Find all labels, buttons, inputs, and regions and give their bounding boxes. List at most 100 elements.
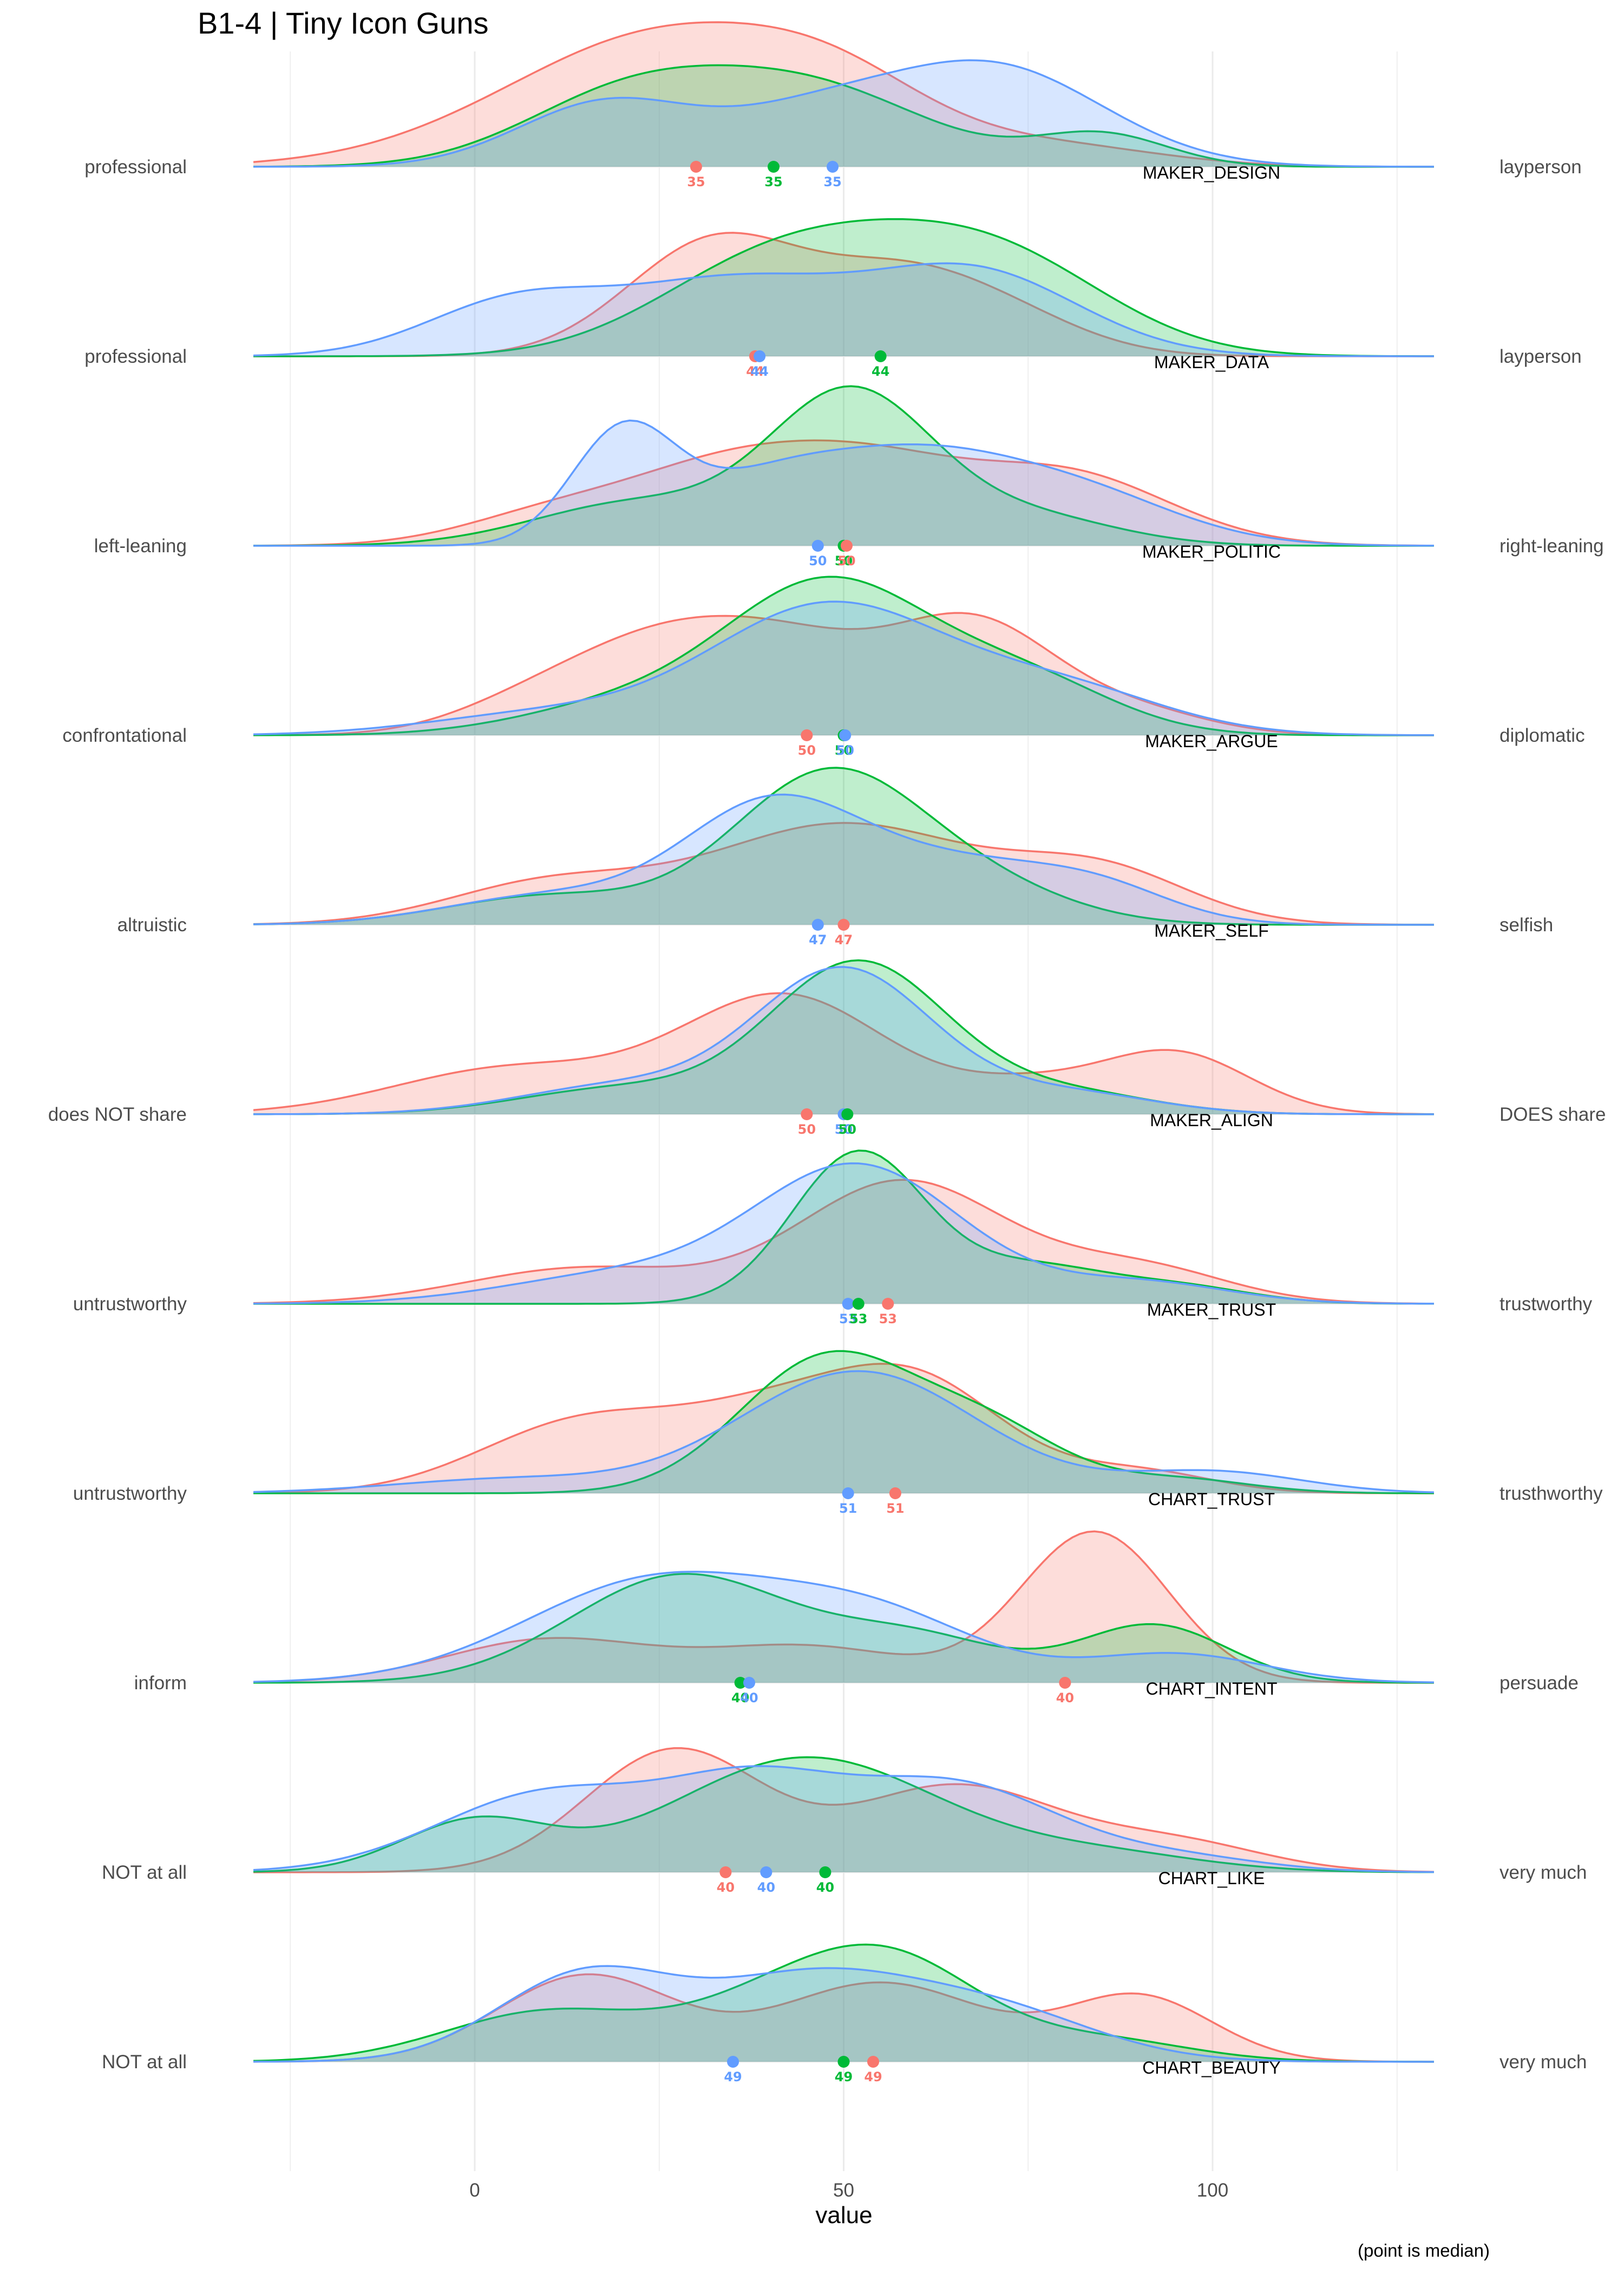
median-label: 44 (746, 364, 764, 379)
density-area (253, 65, 1434, 167)
ridge-row: 47 47 altruistic selfish MAKER_SELF (117, 767, 1553, 948)
x-tick-label: 100 (1197, 2180, 1228, 2201)
density-curve (253, 576, 1434, 736)
median-label: 49 (835, 2069, 853, 2084)
median-point (852, 1298, 865, 1310)
density-area (253, 613, 1434, 735)
median-point (839, 729, 852, 741)
density-curve (253, 966, 1434, 1115)
median-label: 44 (750, 364, 768, 379)
density-area (253, 263, 1434, 356)
density-curve (253, 1370, 1434, 1494)
density-curve (253, 793, 1434, 926)
density-area (253, 822, 1434, 925)
density-area (253, 1531, 1434, 1683)
median-point (842, 1487, 854, 1499)
row-right-label: very much (1499, 2051, 1587, 2073)
row-variable-name: MAKER_TRUST (1147, 1300, 1276, 1319)
row-left-label: NOT at all (102, 1862, 187, 1883)
median-label: 51 (886, 1501, 904, 1516)
median-label: 50 (835, 553, 853, 568)
median-label: 40 (816, 1880, 834, 1895)
density-curve (253, 1149, 1434, 1305)
row-left-label: altruistic (117, 914, 187, 936)
density-area (253, 60, 1434, 167)
median-point (874, 350, 887, 362)
density-area (253, 232, 1434, 356)
row-variable-name: MAKER_POLITIC (1142, 542, 1281, 561)
row-right-label: very much (1499, 1862, 1587, 1883)
row-right-label: persuade (1499, 1672, 1579, 1694)
median-label: 53 (849, 1311, 867, 1327)
density-area (253, 1371, 1434, 1493)
median-label: 35 (687, 174, 705, 190)
median-label: 50 (809, 553, 827, 568)
row-left-label: does NOT share (48, 1104, 187, 1125)
density-curve (253, 419, 1434, 547)
density-area (253, 1966, 1434, 2062)
row-right-label: right-leaning (1499, 535, 1604, 557)
row-variable-name: MAKER_ARGUE (1145, 731, 1278, 751)
median-label: 50 (835, 743, 853, 758)
density-area (253, 1944, 1434, 2062)
row-variable-name: MAKER_DATA (1154, 352, 1269, 372)
median-label: 51 (839, 1501, 857, 1516)
median-label: 35 (823, 174, 841, 190)
density-curve (253, 439, 1434, 547)
row-right-label: trusthworthy (1499, 1483, 1603, 1504)
density-area (253, 1351, 1434, 1493)
row-variable-name: CHART_LIKE (1158, 1868, 1265, 1888)
median-point (819, 1866, 831, 1878)
row-right-label: selfish (1499, 914, 1553, 936)
ridge-row: 35 35 35 professional layperson MAKER_DESIGN (84, 21, 1582, 190)
row-left-label: inform (134, 1672, 187, 1694)
density-area (253, 768, 1434, 925)
median-point (841, 1108, 854, 1120)
x-tick-label: 0 (469, 2180, 480, 2201)
row-left-label: NOT at all (102, 2051, 187, 2073)
median-point (882, 1298, 894, 1310)
median-label: 40 (740, 1690, 758, 1706)
chart-title: B1-4 | Tiny Icon Guns (198, 6, 488, 40)
median-point (801, 729, 813, 741)
row-right-label: trustworthy (1499, 1293, 1593, 1315)
median-label: 49 (724, 2069, 742, 2084)
density-area (253, 1151, 1434, 1304)
median-label: 53 (839, 1311, 857, 1327)
density-area (253, 794, 1434, 925)
median-point (1059, 1677, 1071, 1689)
median-label: 49 (864, 2069, 882, 2084)
row-left-label: left-leaning (94, 535, 187, 557)
median-label: 40 (731, 1690, 749, 1706)
density-area (253, 993, 1434, 1114)
median-label: 50 (839, 1122, 856, 1137)
density-curve (253, 218, 1434, 357)
row-variable-name: MAKER_SELF (1154, 921, 1269, 940)
density-curve (253, 992, 1434, 1115)
density-area (253, 1757, 1434, 1872)
row-right-label: diplomatic (1499, 725, 1585, 746)
median-point (842, 1298, 854, 1310)
row-variable-name: CHART_TRUST (1148, 1489, 1275, 1509)
median-label: 53 (879, 1311, 897, 1327)
median-point (837, 919, 850, 931)
density-curve (253, 612, 1434, 736)
median-label: 47 (835, 932, 853, 948)
median-label: 40 (757, 1880, 775, 1895)
ridge-row: 49 49 49 NOT at all very much CHART_BEAUTY (102, 1943, 1587, 2084)
median-label: 50 (837, 553, 855, 568)
chart-caption: (point is median) (1358, 2240, 1490, 2260)
density-curve (253, 262, 1434, 357)
median-label: 44 (872, 364, 889, 379)
x-tick-label: 50 (833, 2180, 854, 2201)
density-area (253, 1573, 1434, 1683)
median-point (840, 540, 853, 552)
density-area (253, 386, 1434, 546)
median-point (760, 1866, 772, 1878)
density-area (253, 577, 1434, 735)
x-axis-label: value (815, 2202, 872, 2229)
